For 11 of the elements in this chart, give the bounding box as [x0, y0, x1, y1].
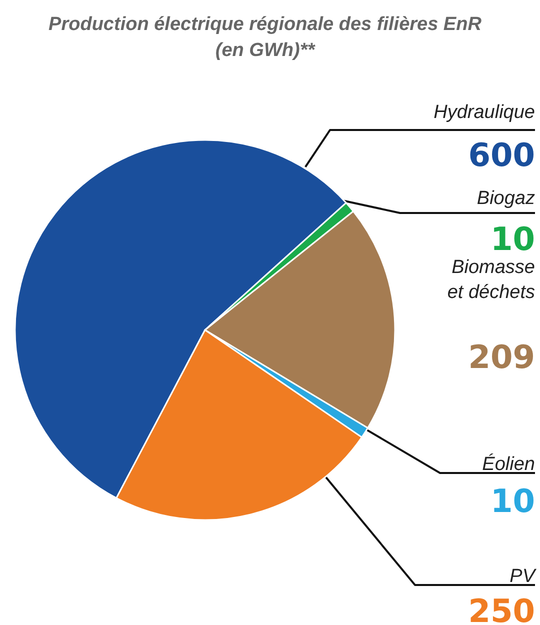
data-label: 250 [468, 592, 535, 625]
slice-label: Biogaz [476, 188, 536, 209]
slice-label: Éolien [482, 453, 535, 475]
slice-label: Hydraulique [434, 102, 535, 123]
data-label: 10 [490, 220, 535, 258]
data-label: 10 [490, 482, 535, 520]
slice-label: PV [510, 566, 538, 587]
data-label: 209 [468, 338, 535, 376]
data-label: 600 [468, 136, 535, 174]
slice-label: Biomasse et déchets [447, 257, 536, 303]
chart-title: Production électrique régionale des filières EnR (en GWh)** [48, 13, 482, 63]
